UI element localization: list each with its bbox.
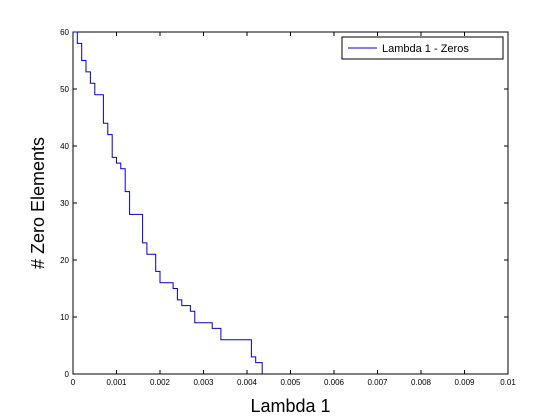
- x-tick-label: 0.007: [367, 378, 388, 387]
- plot-area: [72, 31, 509, 375]
- series-line: [73, 31, 263, 374]
- y-axis: 0 10 20 30 40 50 60: [60, 28, 508, 379]
- x-tick-label: 0.006: [324, 378, 345, 387]
- legend: Lambda 1 - Zeros: [341, 36, 504, 60]
- y-tick-label: 50: [60, 85, 69, 94]
- x-tick-label: 0.005: [280, 378, 301, 387]
- x-axis-label: Lambda 1: [250, 396, 330, 416]
- x-axis: 0 0.001 0.002 0.003 0.004 0.005 0.006 0.007 0.00…: [71, 32, 516, 387]
- x-tick-label: 0: [71, 378, 76, 387]
- y-tick-label: 60: [60, 28, 69, 37]
- y-tick-label: 40: [60, 142, 69, 151]
- x-tick-label: 0.002: [150, 378, 171, 387]
- x-tick-label: 0.008: [411, 378, 432, 387]
- x-tick-label: 0.004: [237, 378, 258, 387]
- x-tick-label: 0.01: [500, 378, 516, 387]
- series-layer: [73, 31, 263, 374]
- legend-box: [341, 36, 504, 60]
- plot-frame: [72, 31, 509, 375]
- y-tick-label: 10: [60, 313, 69, 322]
- y-tick-label: 30: [60, 199, 69, 208]
- legend-entry-label: Lambda 1 - Zeros: [382, 43, 469, 55]
- x-tick-label: 0.003: [193, 378, 214, 387]
- y-axis-label: # Zero Elements: [28, 137, 48, 269]
- x-tick-label: 0.001: [106, 378, 127, 387]
- x-tick-label: 0.009: [454, 378, 475, 387]
- y-tick-label: 0: [65, 370, 70, 379]
- y-tick-label: 20: [60, 256, 69, 265]
